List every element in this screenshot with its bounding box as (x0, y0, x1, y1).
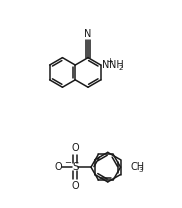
Text: N: N (84, 29, 92, 39)
Text: O: O (71, 181, 79, 191)
Text: 3: 3 (139, 167, 143, 173)
Text: −: − (64, 158, 71, 167)
Text: NH: NH (109, 60, 124, 70)
Text: 2: 2 (118, 65, 123, 71)
Text: +: + (106, 57, 113, 66)
Text: N: N (102, 60, 109, 70)
Text: CH: CH (130, 162, 145, 172)
Text: O: O (71, 143, 79, 153)
Text: S: S (72, 162, 79, 172)
Text: O: O (55, 162, 62, 172)
